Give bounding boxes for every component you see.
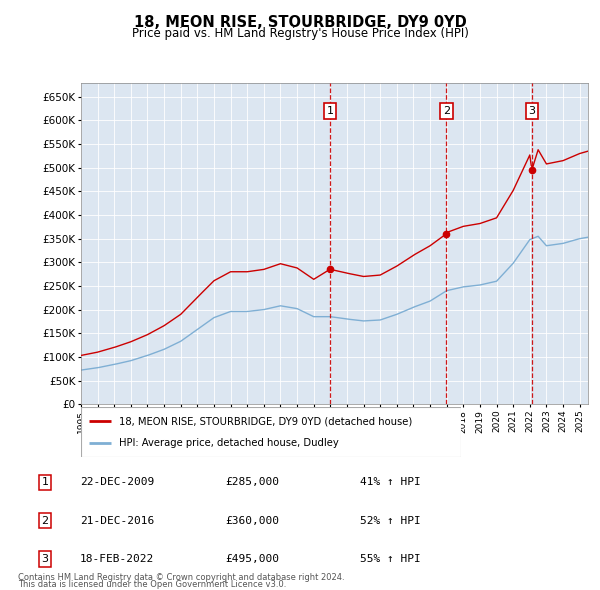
Text: 18, MEON RISE, STOURBRIDGE, DY9 0YD (detached house): 18, MEON RISE, STOURBRIDGE, DY9 0YD (det… <box>119 416 412 426</box>
Text: 2: 2 <box>443 106 450 116</box>
Text: This data is licensed under the Open Government Licence v3.0.: This data is licensed under the Open Gov… <box>18 580 286 589</box>
Text: 1: 1 <box>41 477 49 487</box>
Text: 3: 3 <box>529 106 535 116</box>
Text: 18-FEB-2022: 18-FEB-2022 <box>80 554 154 564</box>
Text: Price paid vs. HM Land Registry's House Price Index (HPI): Price paid vs. HM Land Registry's House … <box>131 27 469 40</box>
Text: 1: 1 <box>326 106 334 116</box>
Text: 21-DEC-2016: 21-DEC-2016 <box>80 516 154 526</box>
Text: 52% ↑ HPI: 52% ↑ HPI <box>360 516 421 526</box>
Text: 55% ↑ HPI: 55% ↑ HPI <box>360 554 421 564</box>
Text: £360,000: £360,000 <box>225 516 279 526</box>
Text: 2: 2 <box>41 516 49 526</box>
Text: HPI: Average price, detached house, Dudley: HPI: Average price, detached house, Dudl… <box>119 438 339 448</box>
Text: £285,000: £285,000 <box>225 477 279 487</box>
Text: 41% ↑ HPI: 41% ↑ HPI <box>360 477 421 487</box>
Text: Contains HM Land Registry data © Crown copyright and database right 2024.: Contains HM Land Registry data © Crown c… <box>18 573 344 582</box>
Text: £495,000: £495,000 <box>225 554 279 564</box>
Text: 18, MEON RISE, STOURBRIDGE, DY9 0YD: 18, MEON RISE, STOURBRIDGE, DY9 0YD <box>134 15 466 30</box>
FancyBboxPatch shape <box>81 407 461 457</box>
Text: 22-DEC-2009: 22-DEC-2009 <box>80 477 154 487</box>
Text: 3: 3 <box>41 554 49 564</box>
